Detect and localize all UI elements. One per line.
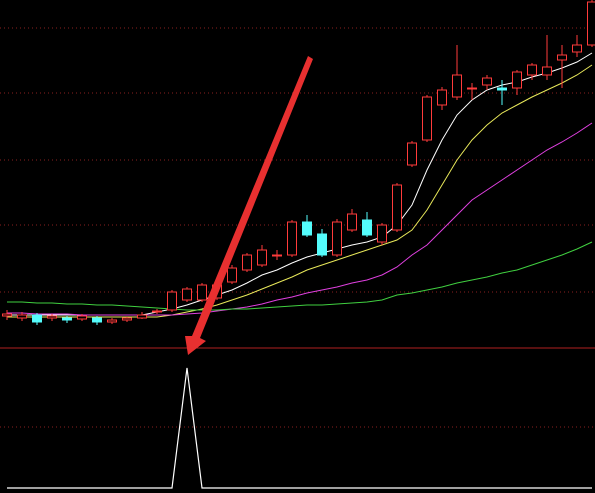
candle-body xyxy=(347,213,357,231)
candle-body xyxy=(377,224,387,243)
candle-body xyxy=(452,74,462,98)
candle-body xyxy=(392,184,402,231)
candle-body xyxy=(17,314,27,319)
candle-body xyxy=(437,89,447,106)
candle-body xyxy=(227,267,237,283)
grid xyxy=(0,27,595,428)
candle-body xyxy=(302,221,312,236)
candle-body xyxy=(122,317,132,321)
candle-body xyxy=(362,219,372,236)
candle-body xyxy=(167,291,177,311)
candle-body xyxy=(317,233,327,256)
candle-body xyxy=(137,314,147,319)
candle-body xyxy=(77,315,87,320)
candle-body xyxy=(257,249,267,266)
candle-body xyxy=(557,54,567,61)
indicator-pane xyxy=(7,367,592,489)
candle-body xyxy=(287,221,297,256)
candle-body xyxy=(197,284,207,301)
candle-body xyxy=(512,71,522,89)
ma-line xyxy=(7,122,593,316)
candle-body xyxy=(47,315,57,319)
candle-body xyxy=(107,319,117,323)
candle-body xyxy=(182,288,192,301)
indicator-line xyxy=(7,367,592,489)
candle-body xyxy=(2,313,12,317)
candle-body xyxy=(407,142,417,166)
candle-body xyxy=(497,87,507,91)
candle-body xyxy=(242,254,252,271)
candle-body xyxy=(572,44,582,53)
candle-body xyxy=(32,314,42,323)
candle-body xyxy=(527,64,537,76)
candle-body xyxy=(62,317,72,321)
candle-body xyxy=(332,221,342,256)
candle-body xyxy=(152,310,162,313)
candle-body xyxy=(587,1,595,46)
price-pane xyxy=(2,0,595,325)
candle-body xyxy=(542,66,552,76)
candle-body xyxy=(482,77,492,86)
ma-line xyxy=(7,64,593,318)
ma-line xyxy=(7,241,593,311)
arrow xyxy=(185,56,313,355)
candle-body xyxy=(422,96,432,141)
candle-body xyxy=(92,317,102,323)
candle-body xyxy=(272,254,282,257)
candle-body xyxy=(467,87,477,90)
